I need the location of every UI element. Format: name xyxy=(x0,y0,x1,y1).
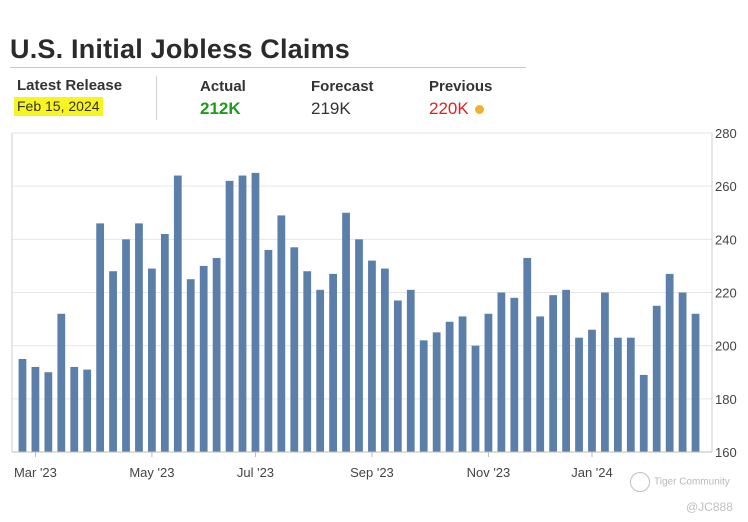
bar xyxy=(329,273,337,452)
x-tick-label: Nov '23 xyxy=(467,465,511,480)
bar xyxy=(70,366,79,452)
bar xyxy=(83,369,92,452)
bar xyxy=(381,268,389,452)
bar xyxy=(225,180,234,452)
y-tick-label: 280 xyxy=(715,126,737,141)
bar xyxy=(406,289,415,452)
bar xyxy=(678,292,687,452)
bar xyxy=(445,321,454,452)
bar xyxy=(18,358,27,452)
bar xyxy=(148,268,156,452)
bar xyxy=(588,329,596,452)
y-tick-label: 160 xyxy=(715,445,737,460)
bar xyxy=(562,289,570,452)
bar xyxy=(691,313,700,452)
watermark-handle: @JC888 xyxy=(686,500,733,514)
bar xyxy=(238,175,247,453)
watermark-brand: Tiger Community xyxy=(654,476,730,488)
y-tick-label: 260 xyxy=(715,179,737,194)
bar xyxy=(109,271,117,452)
latest-release-date: Feb 15, 2024 xyxy=(14,97,103,116)
forecast-label: Forecast xyxy=(311,78,374,95)
y-tick-label: 220 xyxy=(715,286,737,301)
x-tick-label: Mar '23 xyxy=(14,465,57,480)
bar xyxy=(186,279,195,452)
bar xyxy=(432,332,441,452)
previous-value: 220K xyxy=(429,99,484,119)
bar xyxy=(497,292,506,452)
bar xyxy=(523,257,532,452)
bar xyxy=(303,271,312,452)
actual-label: Actual xyxy=(200,78,246,95)
bar xyxy=(613,337,622,452)
bar xyxy=(639,374,648,452)
bar xyxy=(510,297,519,452)
bar xyxy=(419,340,428,452)
bar xyxy=(626,337,635,452)
bar xyxy=(484,313,493,452)
bar xyxy=(264,249,273,452)
bar xyxy=(160,234,169,452)
bar xyxy=(665,273,674,452)
bar xyxy=(471,345,480,452)
y-tick-label: 240 xyxy=(715,232,737,247)
bar xyxy=(458,316,467,452)
bar xyxy=(135,223,143,452)
title-divider xyxy=(10,67,526,68)
y-tick-label: 200 xyxy=(715,339,737,354)
tiger-logo-icon xyxy=(630,472,650,492)
page-title: U.S. Initial Jobless Claims xyxy=(10,34,351,64)
bar xyxy=(316,289,325,452)
bar xyxy=(575,337,583,452)
previous-value-text: 220K xyxy=(429,99,469,118)
x-tick-label: Sep '23 xyxy=(350,465,394,480)
bar xyxy=(355,239,363,452)
bar xyxy=(173,175,182,453)
bar xyxy=(122,239,130,452)
bar xyxy=(549,295,558,452)
bar xyxy=(57,313,66,452)
bar xyxy=(652,305,661,452)
x-tick-label: May '23 xyxy=(129,465,174,480)
bar xyxy=(212,257,221,452)
forecast-value: 219K xyxy=(311,99,351,118)
bar xyxy=(290,247,299,452)
bar xyxy=(536,316,545,452)
bar xyxy=(199,265,208,452)
bar xyxy=(44,372,53,452)
previous-label: Previous xyxy=(429,78,493,95)
actual-value: 212K xyxy=(200,99,241,118)
bar xyxy=(368,260,376,452)
x-tick-label: Jul '23 xyxy=(237,465,274,480)
bar xyxy=(96,223,105,452)
y-tick-label: 180 xyxy=(715,392,737,407)
bar xyxy=(342,212,350,452)
x-tick-label: Jan '24 xyxy=(571,465,613,480)
bar xyxy=(277,215,286,452)
bar xyxy=(31,366,40,452)
bar xyxy=(601,292,609,452)
stats-divider xyxy=(156,76,157,120)
bar xyxy=(393,300,402,452)
latest-release-label: Latest Release xyxy=(17,77,123,94)
watermark: Tiger Community xyxy=(630,472,730,492)
bar xyxy=(251,172,260,452)
status-dot-icon xyxy=(474,105,484,115)
